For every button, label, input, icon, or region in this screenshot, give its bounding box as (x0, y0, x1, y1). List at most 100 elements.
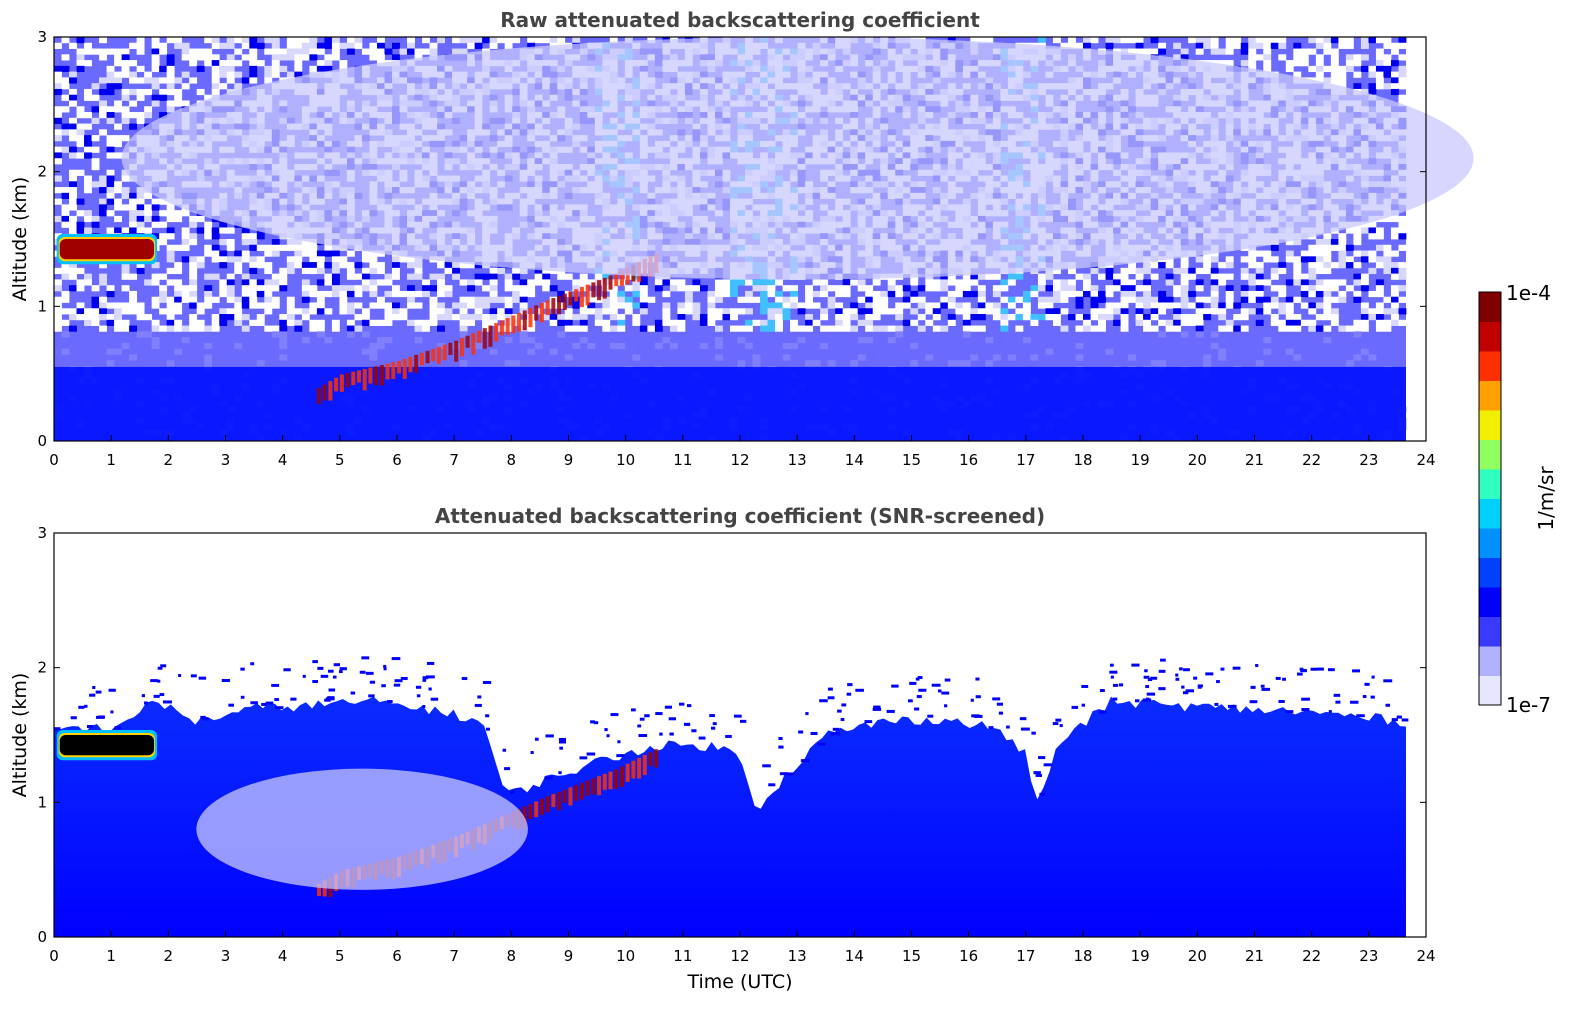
x-tick-label: 4 (278, 947, 288, 965)
raw-y-axis: 0 1 2 3 (37, 28, 1426, 450)
colorbar-band (1479, 417, 1501, 426)
x-tick-label: 19 (1131, 451, 1150, 469)
colorbar-band (1479, 601, 1501, 610)
colorbar-band (1479, 513, 1501, 522)
colorbar-band (1479, 528, 1501, 536)
colorbar-band (1479, 432, 1501, 440)
x-tick-label: 14 (845, 451, 864, 469)
raw-x-axis: 0 1 2 3 4 5 6 7 8 9 10 11 12 13 14 15 16 17 18 19 20 21 22 23 24 (49, 435, 1436, 469)
x-tick-label: 15 (902, 947, 921, 965)
x-tick-label: 8 (507, 947, 517, 965)
colorbar-band (1479, 373, 1501, 381)
time-axis-label: Time (UTC) (686, 971, 792, 993)
x-tick-label: 6 (392, 947, 402, 965)
colorbar-band (1479, 631, 1501, 640)
x-tick-label: 8 (507, 451, 517, 469)
x-tick-label: 1 (106, 947, 116, 965)
colorbar-band (1479, 491, 1501, 499)
colorbar-band (1479, 638, 1501, 647)
colorbar-band (1479, 682, 1501, 691)
colorbar-min-label: 1e-7 (1506, 693, 1551, 717)
colorbar-band (1479, 594, 1501, 603)
colorbar-band (1479, 564, 1501, 573)
x-tick-label: 24 (1416, 947, 1435, 965)
x-tick-label: 5 (335, 451, 345, 469)
colorbar-band (1479, 616, 1501, 625)
raw-y-axis-label: Altitude (km) (9, 177, 31, 302)
x-tick-label: 15 (902, 451, 921, 469)
colorbar-band (1479, 550, 1501, 558)
x-tick-label: 11 (673, 947, 692, 965)
x-tick-label: 19 (1131, 947, 1150, 965)
x-tick-label: 18 (1073, 451, 1092, 469)
residual-layer (121, 37, 1474, 280)
colorbar-band (1479, 520, 1501, 529)
x-tick-label: 0 (49, 947, 59, 965)
colorbar-band (1479, 609, 1501, 617)
x-tick-label: 10 (616, 451, 635, 469)
signal-speckle (54, 656, 1409, 796)
x-tick-label: 21 (1245, 947, 1264, 965)
colorbar-unit-label: 1/m/sr (1534, 466, 1558, 531)
x-tick-label: 13 (788, 947, 807, 965)
colorbar-scale (1479, 292, 1501, 706)
colorbar-band (1479, 653, 1501, 662)
x-tick-label: 23 (1359, 947, 1378, 965)
raw-heatmap (54, 37, 1474, 442)
screened-panel-title: Attenuated backscattering coefficient (S… (435, 504, 1045, 528)
x-tick-label: 12 (730, 451, 749, 469)
colorbar-band (1479, 387, 1501, 396)
x-tick-label: 22 (1302, 451, 1321, 469)
x-tick-label: 14 (845, 947, 864, 965)
y-tick-label: 3 (37, 524, 47, 542)
colorbar-frame (1478, 291, 1502, 706)
colorbar-band (1479, 646, 1501, 654)
colorbar-band (1479, 343, 1501, 352)
x-tick-label: 9 (564, 947, 574, 965)
residual-layer (196, 768, 528, 890)
colorbar-band (1479, 505, 1501, 514)
x-tick-label: 6 (392, 451, 402, 469)
colorbar-band (1479, 410, 1501, 418)
colorbar-band (1479, 469, 1501, 477)
colorbar-band (1479, 395, 1501, 404)
x-tick-label: 9 (564, 451, 574, 469)
colorbar-band (1479, 587, 1501, 595)
colorbar-band (1479, 446, 1501, 455)
colorbar-band (1479, 557, 1501, 566)
colorbar-band (1479, 542, 1501, 551)
x-tick-label: 16 (959, 451, 978, 469)
x-tick-label: 24 (1416, 451, 1435, 469)
colorbar-band (1479, 402, 1501, 411)
colorbar-band (1479, 299, 1501, 308)
x-tick-label: 4 (278, 451, 288, 469)
colorbar-band (1479, 380, 1501, 389)
colorbar-band (1479, 328, 1501, 337)
x-tick-label: 2 (164, 451, 174, 469)
x-tick-label: 10 (616, 947, 635, 965)
colorbar-band (1479, 668, 1501, 676)
colorbar-band (1479, 572, 1501, 581)
y-tick-label: 2 (37, 659, 47, 677)
colorbar-band (1479, 579, 1501, 588)
screened-heatmap (54, 656, 1409, 937)
colorbar-band (1479, 358, 1501, 367)
x-tick-label: 5 (335, 947, 345, 965)
cloud-layer (56, 234, 158, 265)
colorbar-band (1479, 454, 1501, 463)
colorbar: 1e-4 1e-7 1/m/sr (1478, 281, 1558, 717)
colorbar-band (1479, 498, 1501, 507)
x-tick-label: 1 (106, 451, 116, 469)
cloud-layer (56, 730, 158, 761)
x-tick-label: 3 (221, 451, 231, 469)
colorbar-band (1479, 292, 1501, 300)
colorbar-band (1479, 483, 1501, 492)
x-tick-label: 23 (1359, 451, 1378, 469)
x-tick-label: 21 (1245, 451, 1264, 469)
aerosol-layer (54, 366, 1406, 441)
colorbar-band (1479, 336, 1501, 345)
y-tick-label: 1 (37, 793, 47, 811)
screened-y-axis: 0 1 2 3 (37, 524, 1426, 946)
colorbar-band (1479, 365, 1501, 374)
colorbar-band (1479, 314, 1501, 322)
